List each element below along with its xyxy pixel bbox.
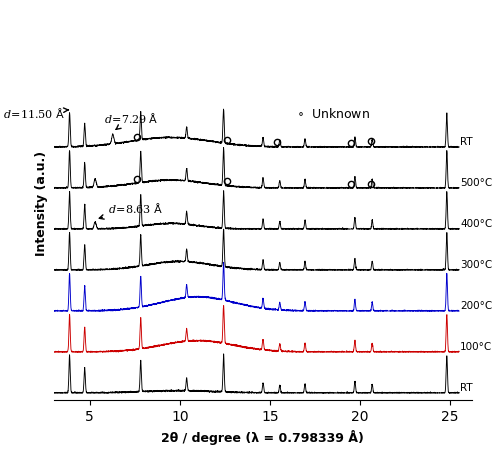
Text: 100°C: 100°C — [460, 341, 492, 351]
Text: $d\!=\!7.29$ Å: $d\!=\!7.29$ Å — [104, 111, 158, 130]
Text: $\circ$  Unknown: $\circ$ Unknown — [297, 107, 370, 121]
Text: $d\!=\!11.50$ Å: $d\!=\!11.50$ Å — [4, 106, 68, 120]
Text: RT: RT — [460, 382, 472, 392]
Text: 500°C: 500°C — [460, 178, 492, 188]
Text: 200°C: 200°C — [460, 300, 492, 310]
X-axis label: 2θ / degree (λ = 0.798339 Å): 2θ / degree (λ = 0.798339 Å) — [161, 429, 364, 444]
Y-axis label: Intensity (a.u.): Intensity (a.u.) — [35, 151, 48, 256]
Text: $d\!=\!8.63$ Å: $d\!=\!8.63$ Å — [100, 201, 163, 220]
Text: RT: RT — [460, 137, 472, 147]
Text: 400°C: 400°C — [460, 218, 492, 228]
Text: 300°C: 300°C — [460, 259, 492, 269]
